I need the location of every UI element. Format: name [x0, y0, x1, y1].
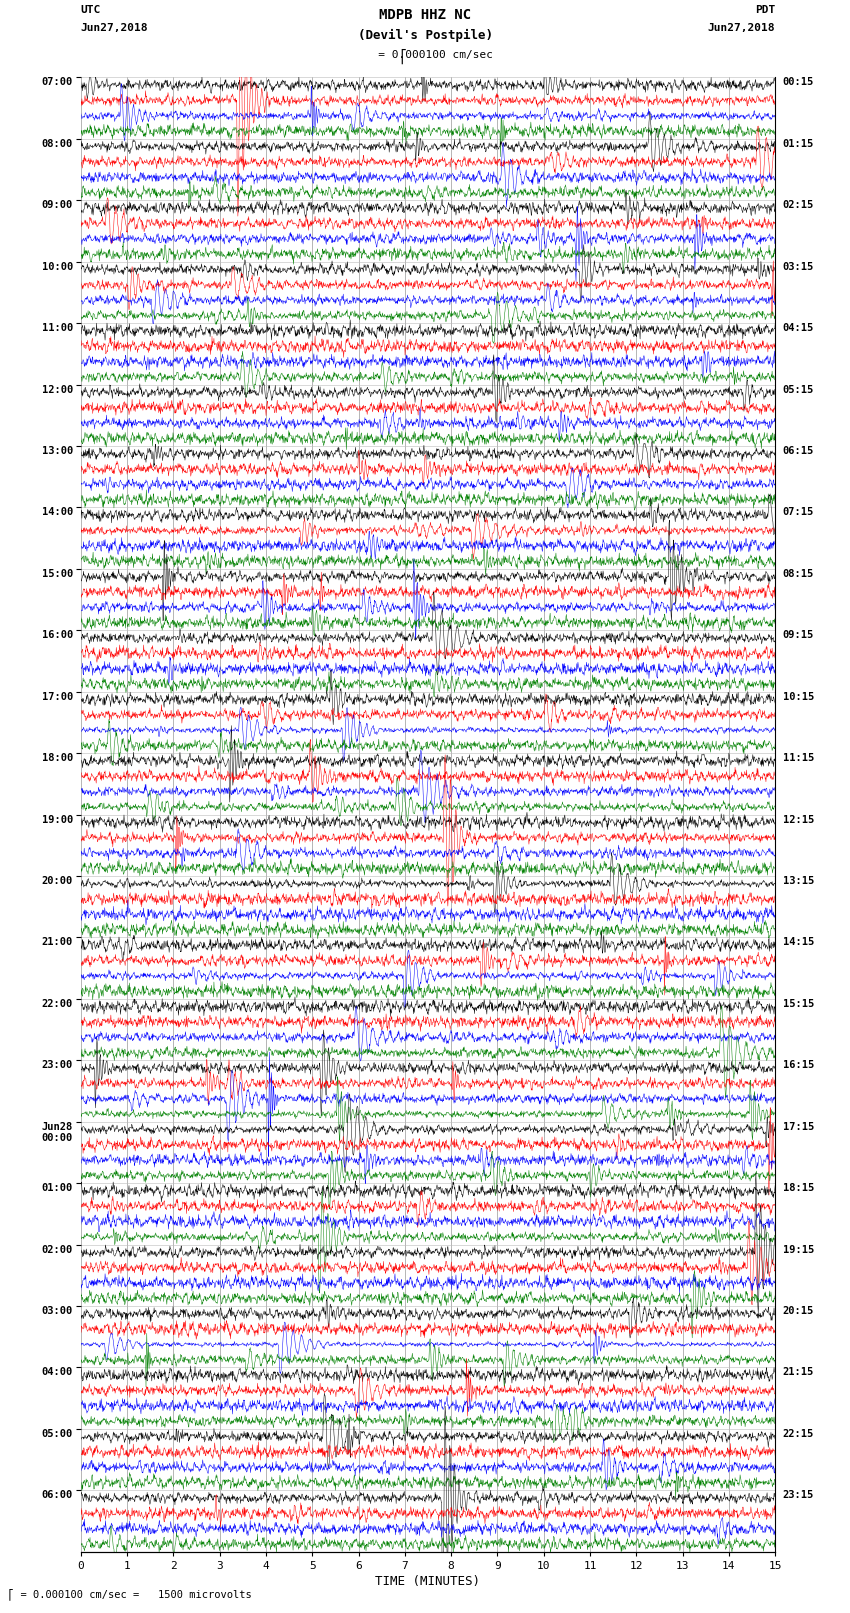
- Text: (Devil's Postpile): (Devil's Postpile): [358, 29, 492, 42]
- Text: MDPB HHZ NC: MDPB HHZ NC: [379, 8, 471, 23]
- Text: UTC: UTC: [81, 5, 101, 15]
- Text: ⎡ = 0.000100 cm/sec =   1500 microvolts: ⎡ = 0.000100 cm/sec = 1500 microvolts: [8, 1589, 252, 1600]
- Text: PDT: PDT: [755, 5, 775, 15]
- Text: = 0.000100 cm/sec: = 0.000100 cm/sec: [358, 50, 492, 60]
- Text: Jun27,2018: Jun27,2018: [708, 23, 775, 32]
- Text: Jun27,2018: Jun27,2018: [81, 23, 148, 32]
- Text: ⎡: ⎡: [400, 48, 406, 63]
- X-axis label: TIME (MINUTES): TIME (MINUTES): [376, 1574, 480, 1587]
